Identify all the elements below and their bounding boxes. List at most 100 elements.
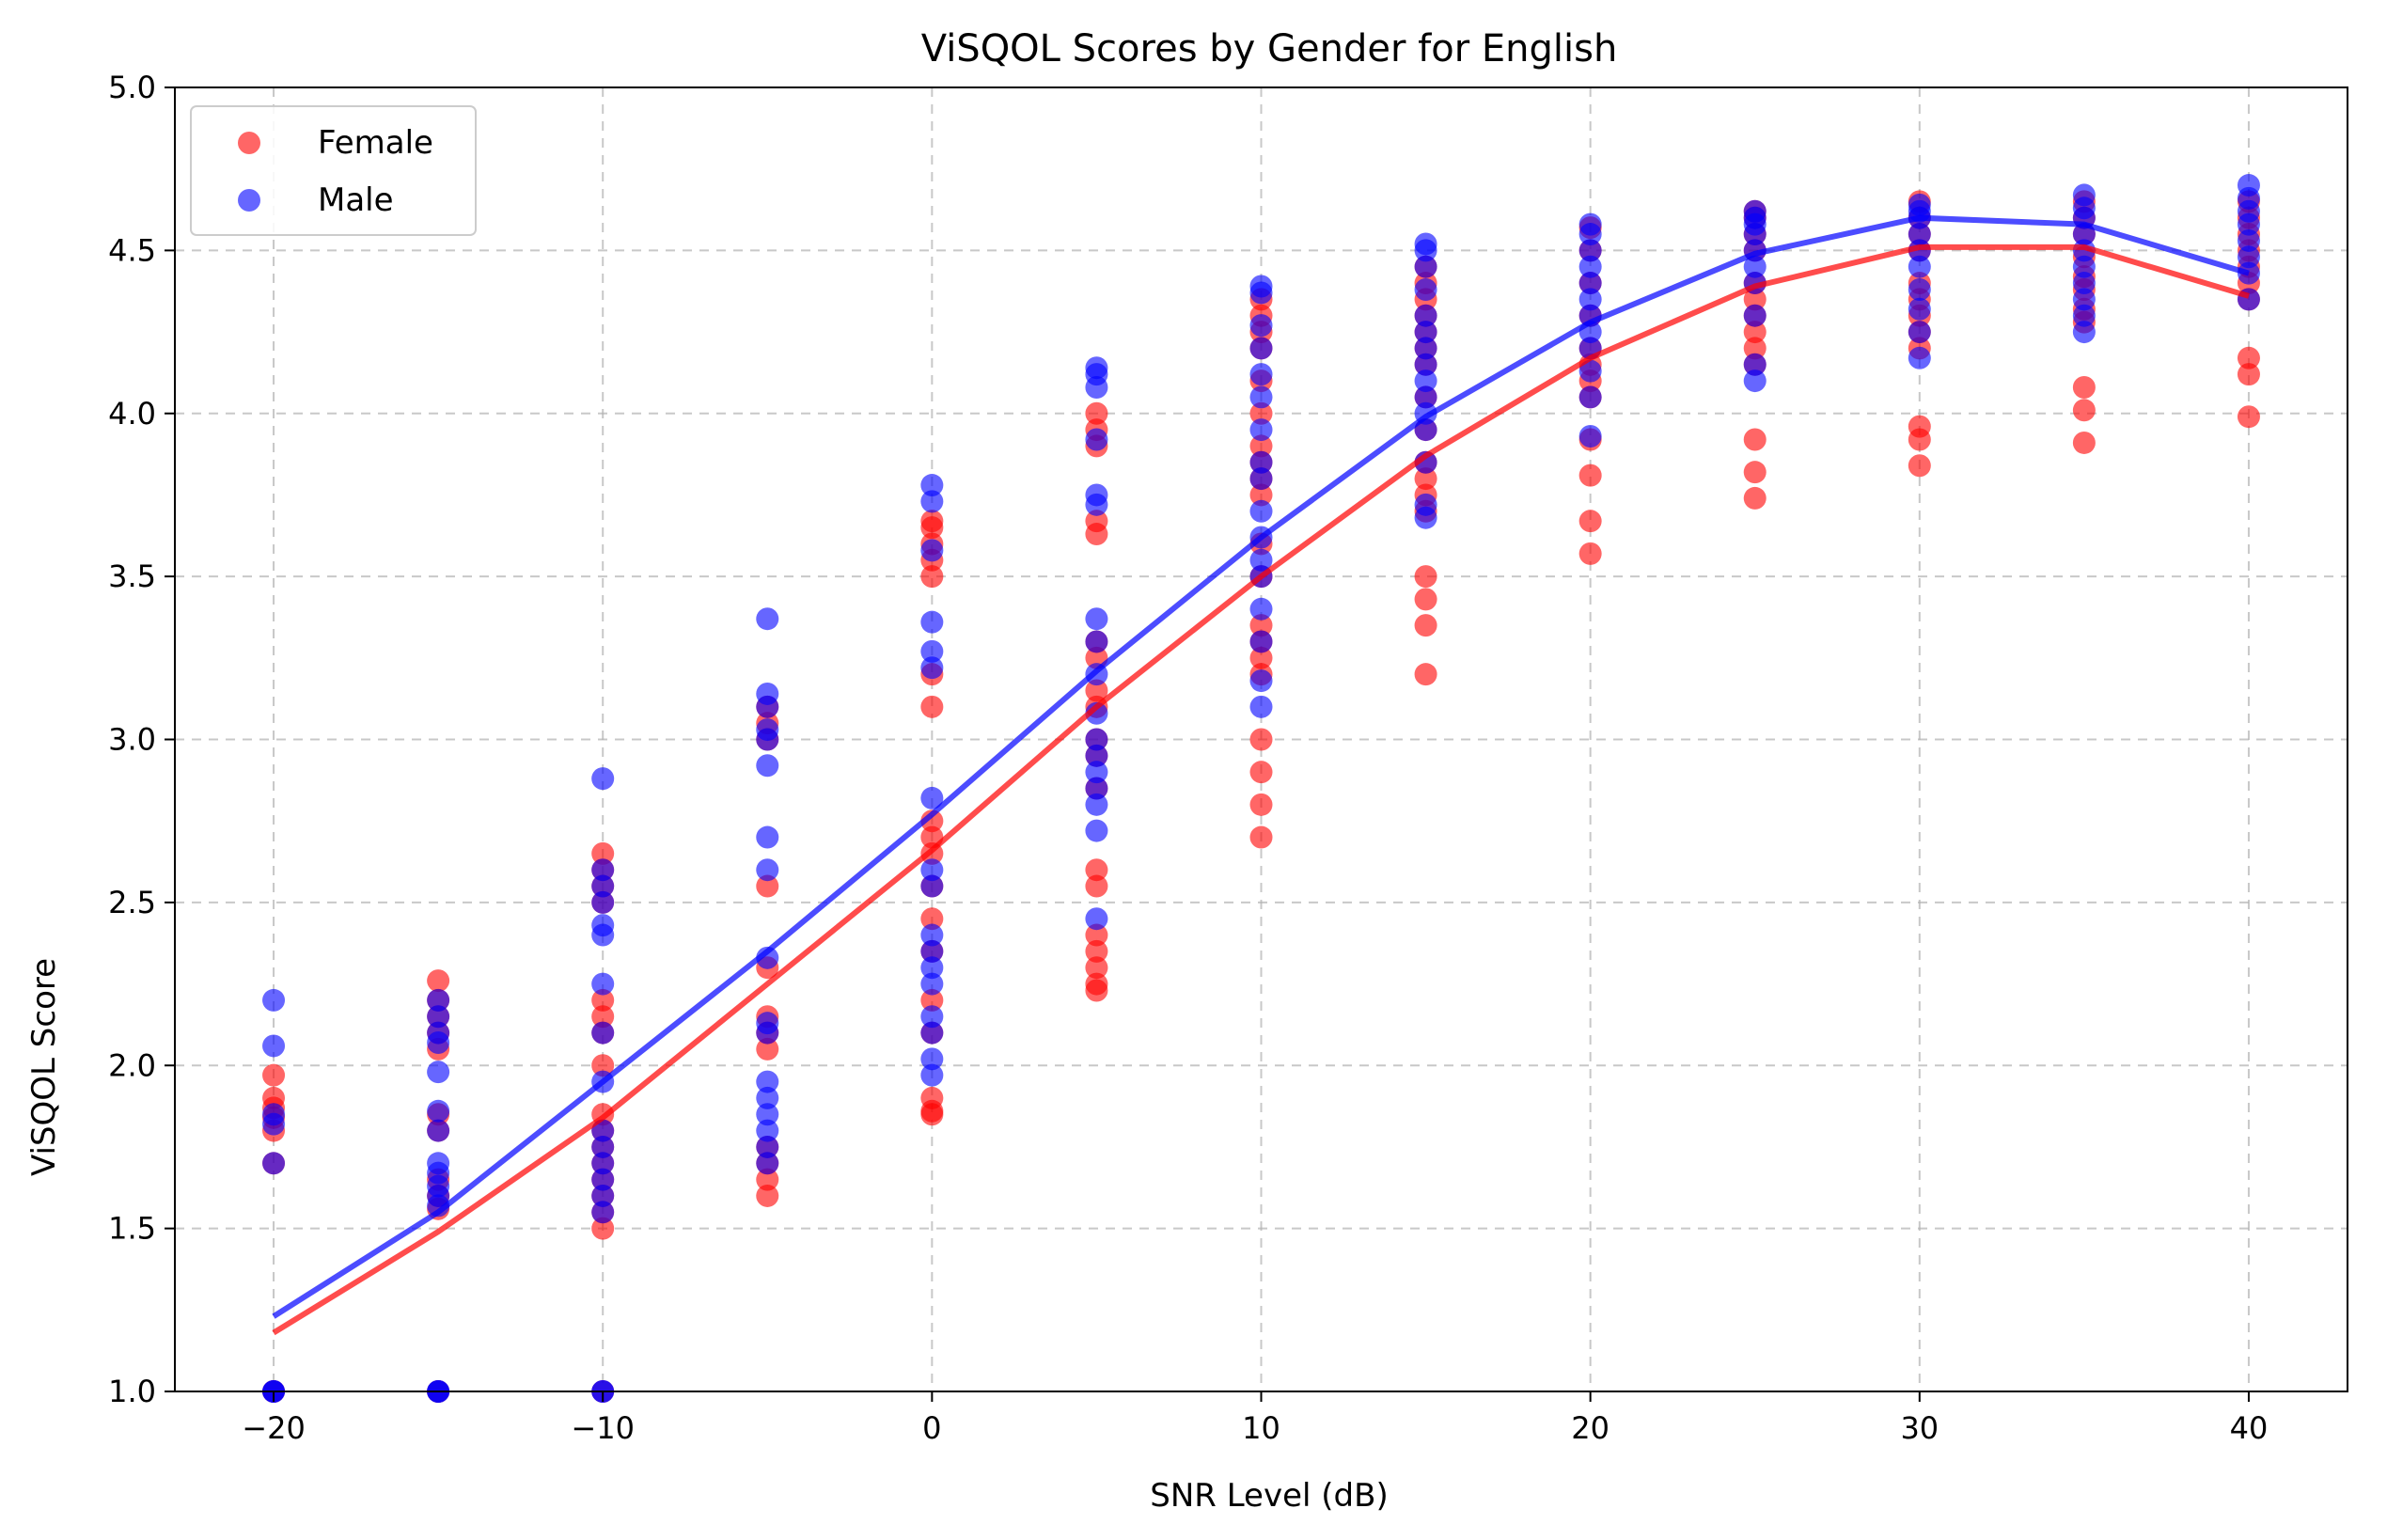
data-point-male [262,1034,286,1058]
data-point-male [591,1184,615,1207]
data-point-female [1414,588,1437,611]
data-point-male [1085,483,1108,507]
legend: Female Male [190,105,477,236]
data-point-male [756,946,779,969]
data-points [262,174,2260,1403]
data-point-female [2237,405,2260,429]
data-point-male [1249,275,1273,298]
data-point-male [756,754,779,778]
data-point-male [920,639,944,663]
data-point-male [591,1119,615,1142]
data-point-female [1743,428,1767,451]
data-point-female [427,969,450,993]
data-point-male [2237,174,2260,197]
data-point-female [920,809,944,833]
data-point-male [756,858,779,882]
data-point-male [756,682,779,705]
data-point-male [1414,337,1437,360]
data-point-female [2072,376,2096,400]
data-point-male [920,474,944,497]
data-point-male [1085,356,1108,380]
x-tick-label: −20 [242,1410,306,1446]
data-point-female [756,1168,779,1191]
data-point-male [1578,212,1602,236]
y-tick-label: 1.5 [108,1211,156,1247]
data-point-male [1908,277,1931,301]
data-point-male [591,1152,615,1175]
data-point-male [1414,353,1437,376]
data-point-male [1578,359,1602,383]
data-point-male [1249,385,1273,409]
data-point-male [920,656,944,680]
data-point-male [2237,245,2260,269]
data-point-female [1249,434,1273,458]
data-point-male [920,874,944,898]
data-point-male [1578,288,1602,311]
data-point-male [591,1201,615,1224]
data-point-male [1414,493,1437,516]
x-axis-ticks: −20 −10 0 10 20 30 40 [242,1391,2268,1446]
data-point-male [920,939,944,963]
data-point-female [1414,565,1437,589]
data-point-male [756,1103,779,1126]
x-tick-label: 30 [1900,1410,1939,1446]
data-point-female [920,1086,944,1109]
data-point-male [920,490,944,513]
data-point-female [1743,337,1767,360]
data-point-female [1249,793,1273,816]
data-point-male [2072,183,2096,207]
data-point-female [262,1086,286,1109]
data-point-female [1908,454,1931,478]
data-point-female [756,1184,779,1207]
data-point-male [920,1063,944,1087]
data-point-male [427,1021,450,1045]
data-point-male [756,1152,779,1175]
data-point-male [2072,304,2096,327]
y-axis-label: ViSQOL Score [25,958,63,1176]
data-point-female [2237,346,2260,369]
data-point-male [1578,239,1602,262]
y-tick-label: 4.0 [108,396,156,432]
data-point-male [756,1012,779,1035]
data-point-male [1908,193,1931,216]
data-point-male [1414,277,1437,301]
data-point-male [920,786,944,809]
data-point-male [1085,744,1108,767]
data-point-female [1578,464,1602,487]
data-point-male [1908,321,1931,344]
data-point-male [1085,607,1108,631]
data-point-female [1249,761,1273,784]
data-point-male [1085,630,1108,653]
data-point-female [1578,510,1602,533]
data-point-female [1578,542,1602,565]
data-point-male [591,858,615,882]
data-point-male [591,972,615,996]
data-point-male [1578,425,1602,448]
data-point-male [756,1119,779,1142]
data-point-male [1249,467,1273,491]
data-point-male [1414,232,1437,256]
data-point-male [920,1005,944,1029]
data-point-female [1085,874,1108,898]
data-point-male [1414,385,1437,409]
y-tick-label: 3.0 [108,722,156,758]
x-tick-label: −10 [571,1410,635,1446]
data-point-female [1249,646,1273,669]
x-tick-label: 40 [2230,1410,2269,1446]
data-point-male [2072,255,2096,278]
data-point-male [1085,907,1108,931]
data-point-male [1085,428,1108,451]
data-point-male [1249,363,1273,386]
data-point-male [1908,255,1931,278]
data-point-female [1085,510,1108,533]
data-point-female [756,1037,779,1061]
x-tick-label: 0 [922,1410,941,1446]
data-point-male [1085,819,1108,842]
data-point-male [427,1099,450,1123]
data-point-male [2072,288,2096,311]
data-point-female [1085,679,1108,702]
data-point-female [1249,483,1273,507]
data-point-female [1743,461,1767,484]
data-point-male [1414,304,1437,327]
